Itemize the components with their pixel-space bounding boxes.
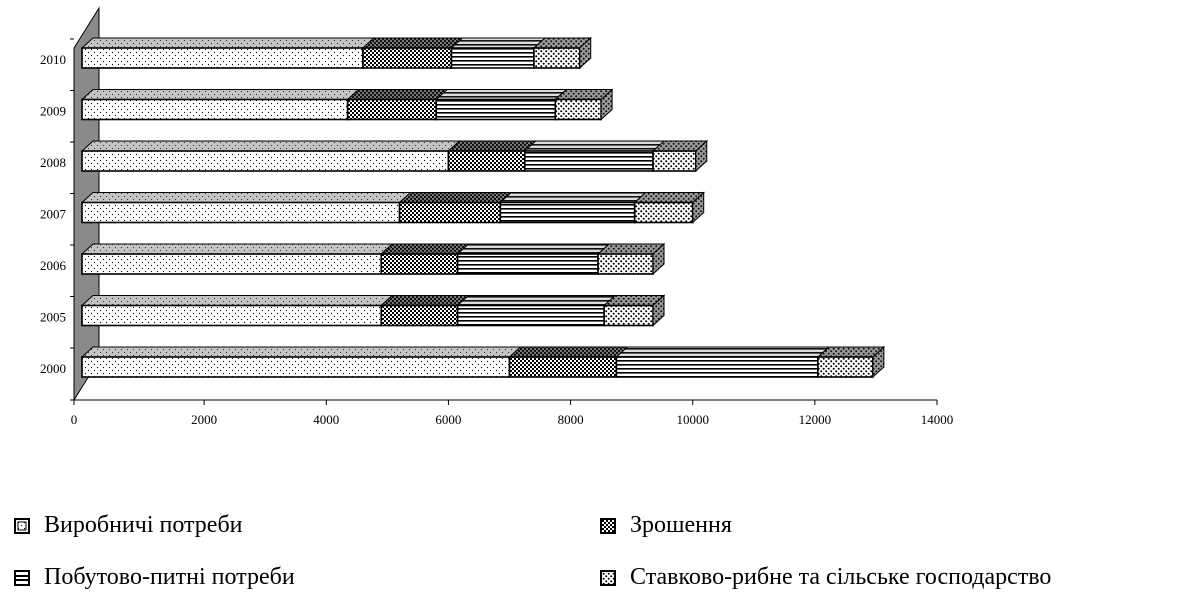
x-tick-label-4000: 4000 xyxy=(313,412,339,427)
legend-item-vyrobnychi: Виробничі потреби xyxy=(14,512,243,539)
bar-vyrobnychi-2007 xyxy=(81,201,401,224)
bar-stavkovo-2008 xyxy=(652,150,697,172)
bar-pobutovo-2008 xyxy=(523,150,654,172)
bar-zroshennia-2007 xyxy=(398,201,502,224)
y-tick-label-2010: 2010 xyxy=(40,52,66,67)
bar-group-2008 xyxy=(80,139,709,173)
bar-side-2008 xyxy=(695,139,708,173)
bar-top-zroshennia-2007 xyxy=(398,192,513,203)
bar-top-zroshennia-2008 xyxy=(447,140,538,152)
bar-zroshennia-2005 xyxy=(380,304,459,327)
bar-side-2006 xyxy=(652,242,665,276)
bar-vyrobnychi-2009 xyxy=(81,98,349,121)
bar-zroshennia-2000 xyxy=(508,356,618,378)
bar-vyrobnychi-2005 xyxy=(81,304,383,327)
bar-side-2009 xyxy=(600,88,613,121)
legend-label-vyrobnychi: Виробничі потреби xyxy=(44,512,243,538)
y-tick-label-2005: 2005 xyxy=(40,310,66,325)
y-tick-label-2008: 2008 xyxy=(40,155,66,170)
bar-top-pobutovo-2009 xyxy=(434,89,568,100)
bar-group-2000 xyxy=(80,345,886,379)
bar-zroshennia-2009 xyxy=(346,98,438,121)
x-tick-label-2000: 2000 xyxy=(191,412,217,427)
legend-swatch-zroshennia xyxy=(600,517,616,534)
bar-vyrobnychi-2000 xyxy=(81,356,511,378)
bar-group-2005 xyxy=(80,294,666,327)
bar-vyrobnychi-2010 xyxy=(81,47,364,69)
bar-side-2000 xyxy=(872,345,885,379)
x-axis-ticks: 0 2000 4000 6000 8000 10000 12000 14000 xyxy=(71,400,954,427)
legend-item-pobutovo: Побутово-питні потреби xyxy=(14,564,295,591)
bar-top-vyrobnychi-2010 xyxy=(80,37,376,49)
legend-swatch-stavkovo xyxy=(600,569,616,586)
bar-top-pobutovo-2006 xyxy=(456,243,611,255)
bar-side-2010 xyxy=(579,36,592,70)
bar-top-pobutovo-2010 xyxy=(450,37,547,49)
bar-group-2009 xyxy=(80,88,614,121)
y-tick-label-2007: 2007 xyxy=(40,207,67,222)
bar-top-pobutovo-2005 xyxy=(456,295,617,306)
x-tick-label-10000: 10000 xyxy=(676,412,709,427)
bar-group-2010 xyxy=(80,36,593,70)
bar-pobutovo-2005 xyxy=(456,304,605,327)
bar-pobutovo-2009 xyxy=(435,98,557,121)
legend-label-zroshennia: Зрошення xyxy=(630,512,732,538)
bar-pobutovo-2006 xyxy=(456,253,599,275)
y-axis-ticks: 2010 2009 2008 2007 2006 2005 2000 xyxy=(40,38,74,401)
bar-top-vyrobnychi-2006 xyxy=(80,243,394,255)
legend-item-zroshennia: Зрошення xyxy=(600,512,732,539)
legend-swatch-pobutovo xyxy=(14,569,30,586)
legend-label-stavkovo: Ставково-рибне та сільське господарство xyxy=(630,564,1052,590)
x-tick-label-6000: 6000 xyxy=(435,412,461,427)
bar-vyrobnychi-2006 xyxy=(81,253,383,275)
bar-top-vyrobnychi-2008 xyxy=(80,140,461,152)
bar-top-vyrobnychi-2000 xyxy=(80,346,522,358)
bar-top-stavkovo-2007 xyxy=(633,192,706,203)
bar-stavkovo-2000 xyxy=(817,356,874,378)
bar-zroshennia-2010 xyxy=(362,47,453,69)
x-tick-label-12000: 12000 xyxy=(799,412,832,427)
y-tick-label-2000: 2000 xyxy=(40,361,66,376)
bar-top-pobutovo-2007 xyxy=(499,192,647,203)
legend-item-stavkovo: Ставково-рибне та сільське господарство xyxy=(600,564,1051,591)
bar-zroshennia-2006 xyxy=(380,253,459,275)
bar-top-pobutovo-2000 xyxy=(615,346,831,358)
x-tick-label-14000: 14000 xyxy=(921,412,954,427)
bar-stavkovo-2005 xyxy=(603,304,654,327)
bar-stavkovo-2007 xyxy=(633,201,694,224)
bar-stavkovo-2006 xyxy=(597,253,654,275)
bar-top-zroshennia-2005 xyxy=(379,295,470,306)
bar-top-zroshennia-2000 xyxy=(508,346,629,358)
bar-vyrobnychi-2008 xyxy=(81,150,450,172)
bar-group-2006 xyxy=(80,242,666,276)
legend-label-pobutovo: Побутово-питні потреби xyxy=(44,564,295,590)
legend-swatch-vyrobnychi xyxy=(14,517,30,534)
bar-stavkovo-2009 xyxy=(554,98,602,121)
bar-top-vyrobnychi-2009 xyxy=(80,89,360,100)
bar-pobutovo-2010 xyxy=(450,47,535,69)
x-tick-label-0: 0 xyxy=(71,412,78,427)
bar-pobutovo-2000 xyxy=(615,356,819,378)
chart: 0 2000 4000 6000 8000 10000 12000 14000 2010 200… xyxy=(40,6,954,427)
bar-top-vyrobnychi-2007 xyxy=(80,192,412,203)
y-tick-label-2009: 2009 xyxy=(40,104,66,119)
bar-top-pobutovo-2008 xyxy=(523,140,666,152)
bar-top-zroshennia-2010 xyxy=(361,37,464,49)
bar-pobutovo-2007 xyxy=(499,201,636,224)
bar-top-zroshennia-2009 xyxy=(346,89,449,100)
bar-top-vyrobnychi-2005 xyxy=(80,295,394,306)
legend: Виробничі потреби Зрошення Побутово-питн… xyxy=(0,470,1186,592)
x-tick-label-8000: 8000 xyxy=(558,412,584,427)
bar-side-2005 xyxy=(652,294,665,327)
bar-group-2007 xyxy=(80,191,706,224)
bar-side-2007 xyxy=(692,191,705,224)
bars xyxy=(80,36,886,379)
bar-zroshennia-2008 xyxy=(447,150,526,172)
bar-stavkovo-2010 xyxy=(533,47,581,69)
bar-top-zroshennia-2006 xyxy=(379,243,470,255)
y-tick-label-2006: 2006 xyxy=(40,258,67,273)
